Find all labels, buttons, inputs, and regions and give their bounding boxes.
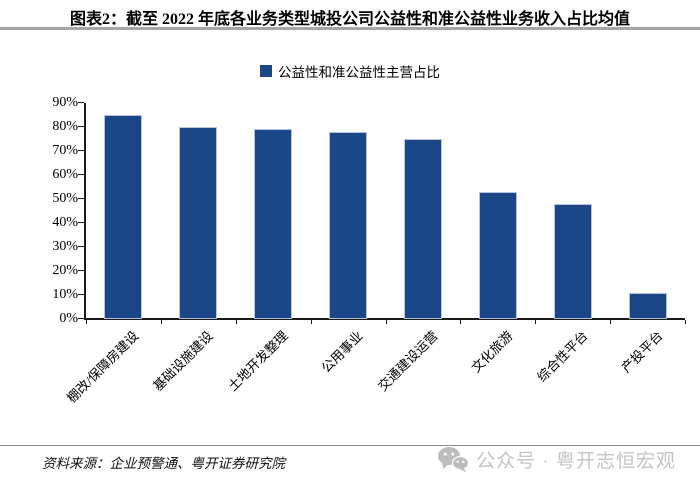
x-axis-tick [236,320,237,324]
y-axis-tick [78,270,84,271]
legend-label: 公益性和准公益性主营占比 [278,65,440,80]
x-axis-label: 公用事业 [318,328,366,376]
bar [179,127,217,319]
wechat-icon [438,447,470,473]
y-axis-tick [78,198,84,199]
bar [404,139,442,319]
y-axis-tick [78,246,84,247]
y-axis-tick [78,318,84,319]
x-axis-tick [386,320,387,324]
title-divider [0,27,700,30]
y-axis-tick-label: 80% [52,119,78,134]
y-axis-tick [78,174,84,175]
watermark-text: 公众号 · 粤开志恒宏观 [476,451,676,472]
x-axis-tick [535,320,536,324]
bar [104,115,142,319]
bar [254,129,292,319]
x-axis-label: 基础设施建设 [150,328,217,394]
footer-divider [0,445,700,446]
y-axis-tick [78,102,84,103]
x-axis-tick [460,320,461,324]
x-axis-label: 土地开发整理 [225,328,291,394]
bar [629,293,667,319]
x-axis-label: 棚改/保障房建设 [63,328,142,406]
y-axis-tick [78,150,84,151]
y-axis-tick-label: 0% [59,311,78,326]
bar [329,132,367,319]
legend-swatch-icon [260,65,272,77]
x-axis-label: 综合性平台 [533,328,591,385]
x-axis-label: 产投平台 [617,328,666,376]
y-axis-tick-label: 10% [52,287,78,302]
x-axis-tick [610,320,611,324]
y-axis-tick [78,294,84,295]
figure-title: 图表2：截至 2022 年底各业务类型城投公司公益性和准公益性业务收入占比均值 [69,11,630,28]
x-axis-tick [311,320,312,324]
y-axis-tick-label: 70% [52,143,78,158]
y-axis-tick-label: 20% [52,263,78,278]
y-axis-tick-label: 50% [52,191,78,206]
x-axis-label: 文化旅游 [468,328,516,376]
y-axis-tick-label: 30% [52,239,78,254]
y-axis-tick-label: 40% [52,215,78,230]
x-axis-label: 交通建设运营 [374,328,441,394]
x-axis-tick [161,320,162,324]
y-axis-spine [84,103,86,320]
x-axis-line [84,318,685,320]
y-axis-tick [78,126,84,127]
bar [479,192,517,319]
watermark: 公众号 · 粤开志恒宏观 [437,446,676,473]
source-note: 资料来源：企业预警通、粤开证券研究院 [42,456,285,471]
bar [554,204,592,319]
chart-legend: 公益性和准公益性主营占比 [0,61,700,81]
y-axis-tick [78,222,84,223]
y-axis-tick-label: 90% [52,95,78,110]
x-axis-tick [685,320,686,324]
x-axis-tick [86,320,87,324]
y-axis-tick-label: 60% [52,167,78,182]
